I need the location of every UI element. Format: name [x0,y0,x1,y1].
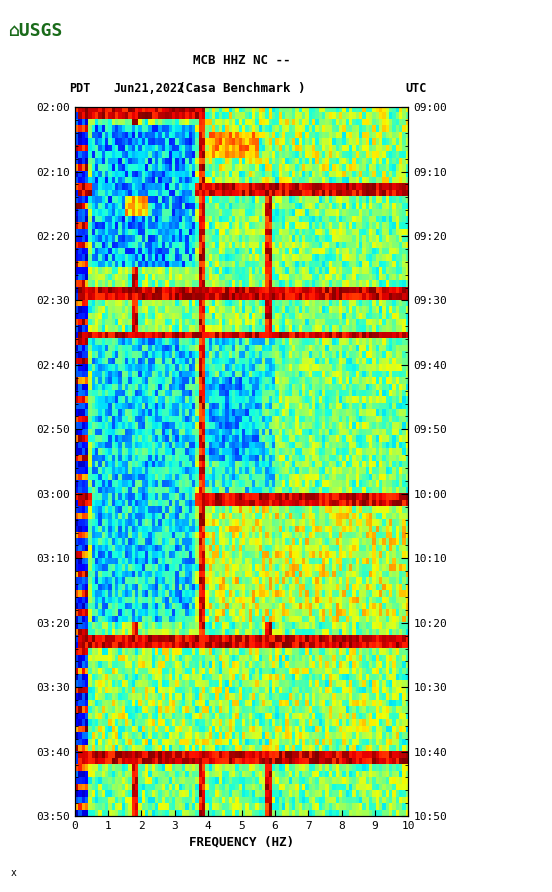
Text: Jun21,2022: Jun21,2022 [113,82,184,95]
Text: MCB HHZ NC --: MCB HHZ NC -- [193,54,290,67]
Text: (Casa Benchmark ): (Casa Benchmark ) [178,82,305,95]
Text: UTC: UTC [406,82,427,95]
Text: x: x [11,868,17,878]
Text: PDT: PDT [69,82,91,95]
X-axis label: FREQUENCY (HZ): FREQUENCY (HZ) [189,835,294,848]
Text: ⌂USGS: ⌂USGS [8,22,63,40]
